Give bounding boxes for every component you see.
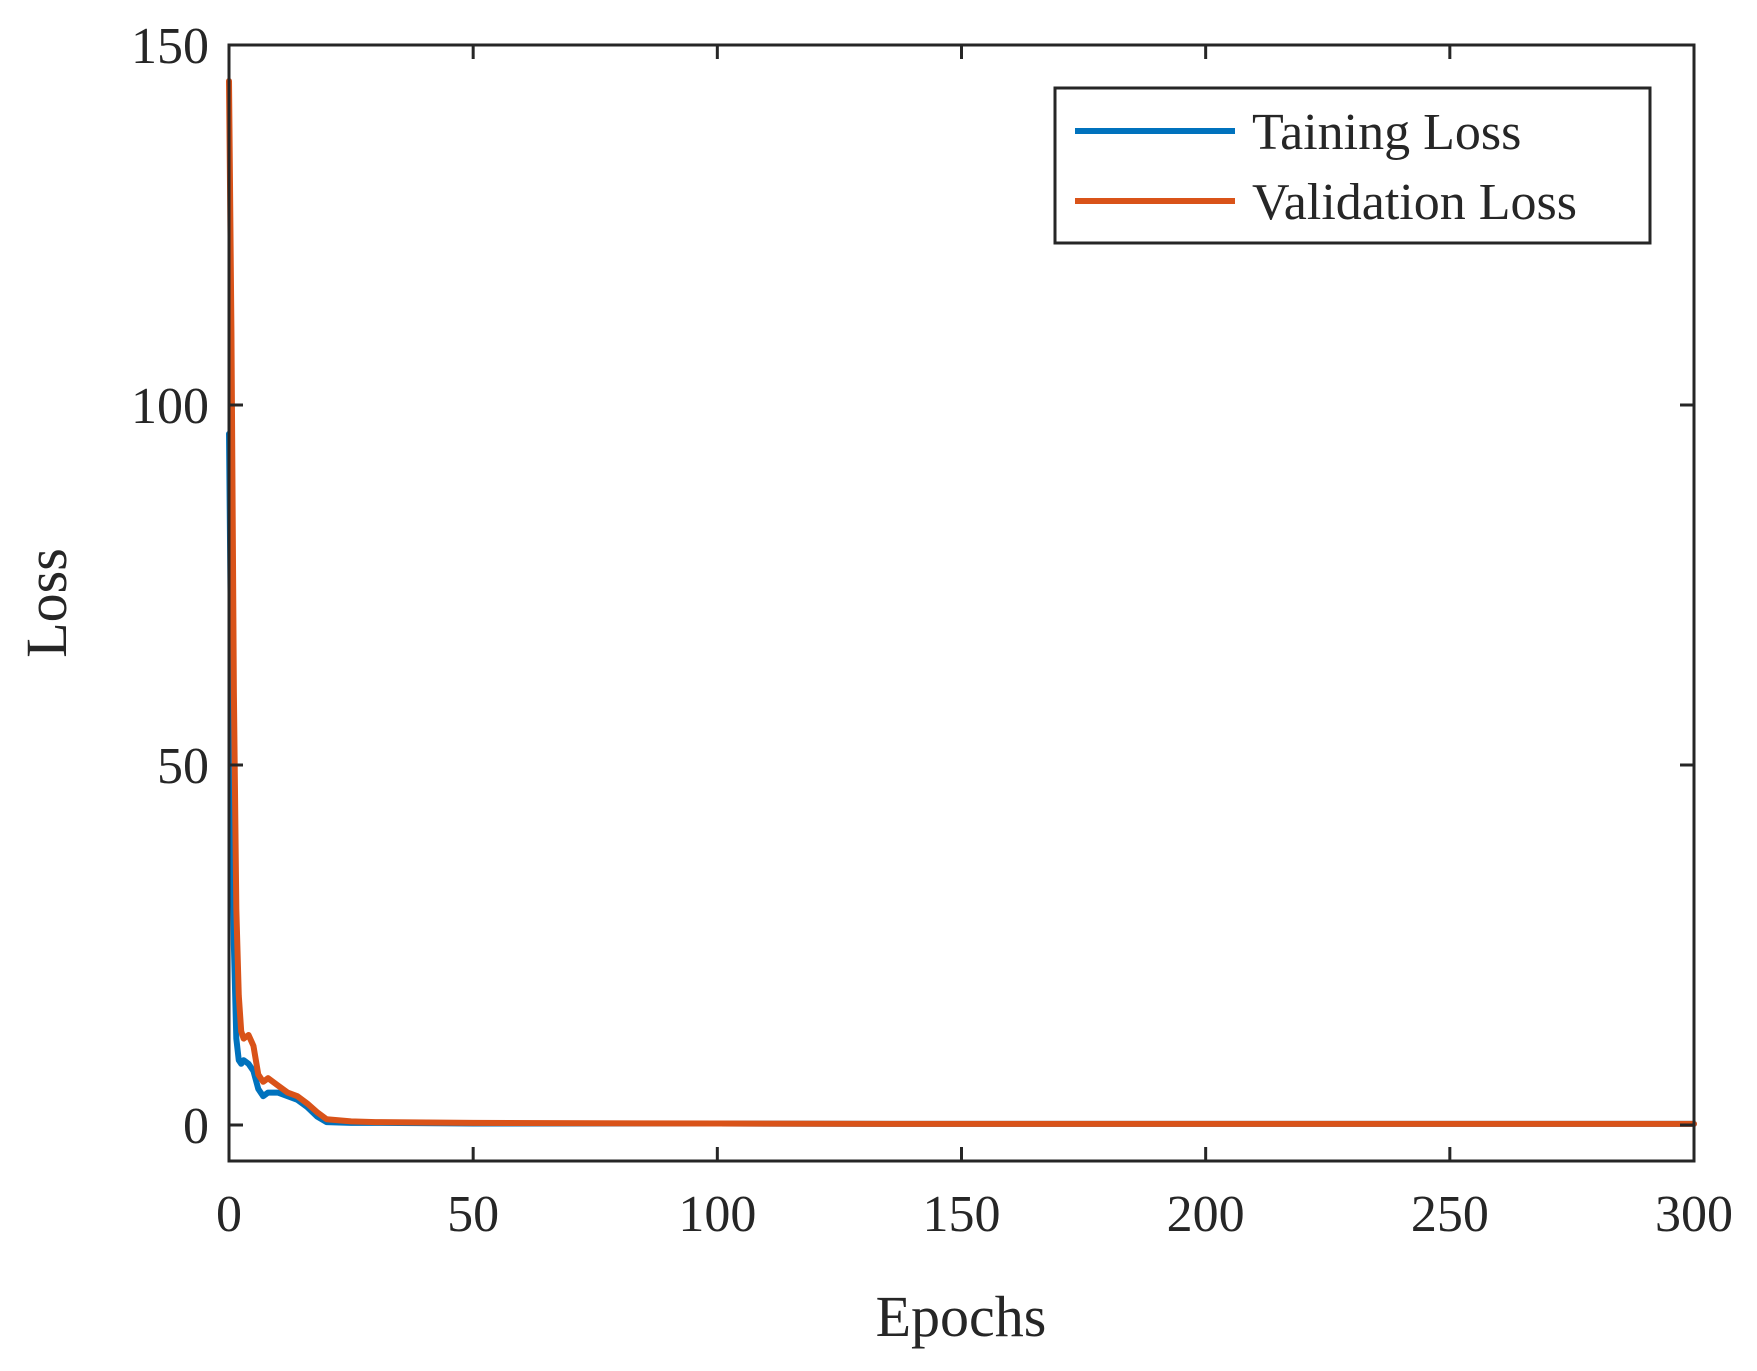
x-tick-label: 0 [216, 1186, 242, 1243]
legend-label-training-loss: Taining Loss [1252, 104, 1521, 161]
legend-box [1053, 86, 1652, 245]
series-layer [226, 78, 1697, 1127]
tick-layer: 0 50 100 150 200 250 300 0 50 100 150 [131, 18, 1733, 1243]
x-tick-label: 200 [1167, 1186, 1245, 1243]
y-tick-label: 100 [131, 378, 209, 435]
legend: Taining Loss Validation Loss [1053, 86, 1652, 245]
x-tick-label: 100 [678, 1186, 756, 1243]
y-axis-label: Loss [14, 548, 79, 658]
x-tick-label: 250 [1411, 1186, 1489, 1243]
y-tick-label: 150 [131, 18, 209, 75]
x-tick-label: 300 [1655, 1186, 1733, 1243]
y-tick-label: 50 [157, 738, 209, 795]
x-tick-label: 150 [923, 1186, 1001, 1243]
y-tick-label: 0 [183, 1098, 209, 1155]
x-axis-label: Epochs [876, 1284, 1047, 1349]
series-line-validation-loss [226, 78, 1697, 1127]
x-tick-label: 50 [447, 1186, 499, 1243]
legend-label-validation-loss: Validation Loss [1252, 174, 1577, 231]
